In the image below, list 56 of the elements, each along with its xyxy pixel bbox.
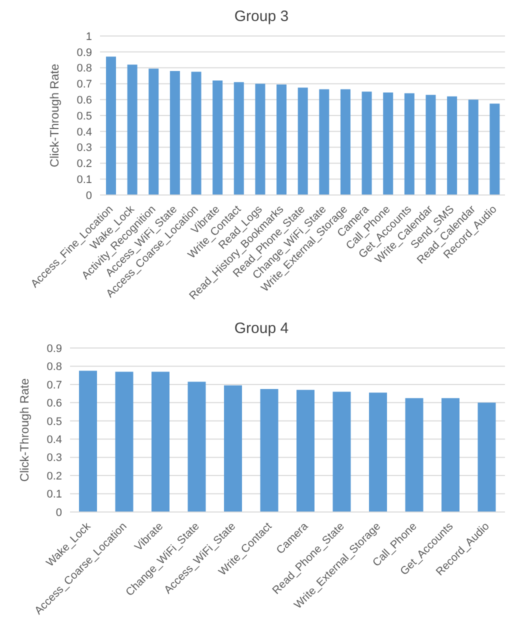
bar: [148, 68, 159, 195]
bar: [106, 56, 116, 195]
bar: [442, 398, 460, 512]
bar: [79, 370, 97, 512]
bar: [276, 84, 287, 195]
y-tick-label: 0.4: [76, 126, 92, 138]
y-tick-label: 0.8: [46, 361, 62, 374]
bar: [260, 389, 278, 512]
y-tick-label: 0.7: [46, 379, 62, 392]
y-tick-label: 0.5: [46, 416, 62, 428]
y-axis-title: Click-Through Rate: [17, 378, 32, 482]
bar: [340, 89, 350, 195]
y-tick-label: 0: [86, 190, 92, 202]
y-axis-title: Click-Through Rate: [47, 63, 62, 168]
bar: [296, 390, 314, 512]
y-tick-label: 0.9: [46, 342, 62, 355]
y-tick-label: 0.2: [76, 158, 92, 170]
bar: [115, 372, 134, 512]
y-tick-label: 0.9: [76, 46, 92, 59]
y-tick-label: 0.3: [46, 452, 62, 464]
bar: [234, 82, 244, 195]
bar: [362, 92, 372, 195]
bar: [127, 64, 138, 195]
bar: [152, 372, 170, 512]
bar: [319, 89, 330, 195]
bar: [405, 398, 424, 512]
bar: [447, 96, 458, 195]
y-tick-label: 0.3: [76, 142, 92, 154]
bar: [224, 385, 242, 512]
bar: [478, 402, 496, 512]
y-tick-label: 0.5: [76, 110, 92, 122]
bar: [170, 70, 180, 195]
y-tick-label: 0.6: [46, 398, 62, 410]
bar: [188, 382, 206, 512]
y-tick-label: 0.1: [76, 174, 92, 186]
chart-title: Group 3: [233, 8, 290, 27]
y-tick-label: 0.2: [46, 470, 62, 482]
y-tick-label: 1: [86, 30, 92, 43]
y-tick-label: 0.8: [76, 62, 92, 75]
bar: [383, 92, 394, 195]
chart-title: Group 4: [233, 320, 290, 339]
y-tick-label: 0.1: [46, 488, 62, 501]
bar: [191, 72, 202, 195]
bar: [490, 104, 500, 195]
bar: [468, 100, 478, 195]
bar: [404, 93, 414, 195]
bar: [255, 84, 266, 195]
y-tick-label: 0.7: [76, 78, 92, 91]
bar: [426, 94, 436, 195]
bar: [298, 88, 308, 195]
y-tick-label: 0.4: [46, 434, 62, 446]
bar: [212, 80, 223, 195]
bar: [332, 392, 351, 512]
bar: [369, 392, 387, 512]
y-tick-label: 0.6: [76, 94, 92, 107]
y-tick-label: 0: [56, 506, 62, 519]
